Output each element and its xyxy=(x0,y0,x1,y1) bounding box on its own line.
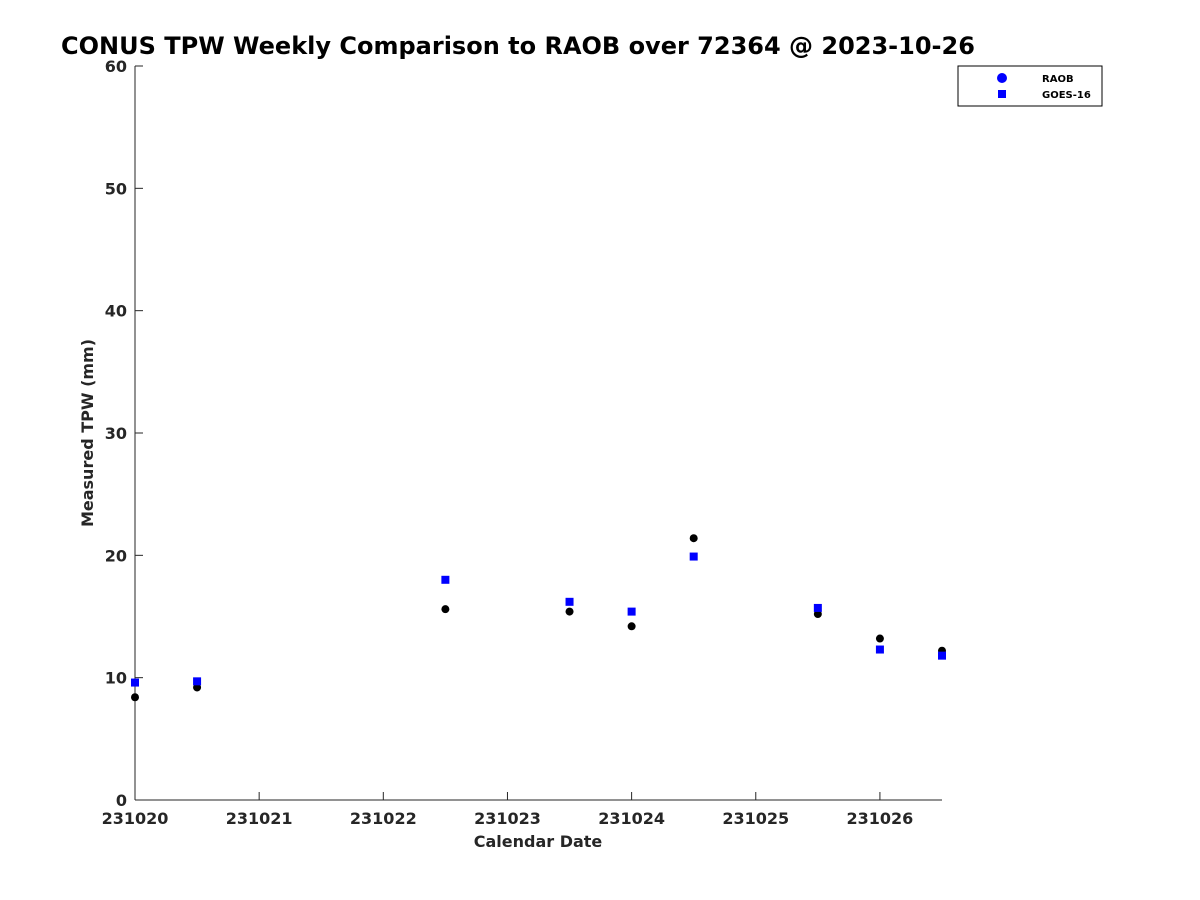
goes16-point xyxy=(689,552,698,561)
y-tick-label: 0 xyxy=(116,791,127,810)
goes16-point xyxy=(813,603,822,612)
x-tick-label: 231024 xyxy=(598,809,665,828)
y-tick-label: 20 xyxy=(105,546,127,565)
raob-point xyxy=(193,683,202,692)
goes16-point xyxy=(875,645,884,654)
axes xyxy=(134,66,942,801)
goes16-point xyxy=(938,651,946,660)
legend: RAOB GOES-16 xyxy=(957,65,1103,107)
goes16-point xyxy=(627,607,636,616)
x-tick-label: 231023 xyxy=(474,809,541,828)
x-tick-label: 231022 xyxy=(350,809,417,828)
x-tick-label: 231021 xyxy=(226,809,293,828)
raob-point xyxy=(627,622,636,631)
raob-point xyxy=(813,610,822,619)
raob-point xyxy=(875,634,884,643)
y-ticks: 0 10 20 30 40 50 60 xyxy=(105,57,143,810)
legend-goes16-label: GOES-16 xyxy=(1042,90,1091,101)
chart-title: CONUS TPW Weekly Comparison to RAOB over… xyxy=(61,32,975,60)
legend-raob-marker xyxy=(997,73,1007,83)
goes16-point xyxy=(565,597,574,606)
y-tick-label: 50 xyxy=(105,179,127,198)
y-tick-label: 30 xyxy=(105,424,127,443)
goes16-point xyxy=(131,678,139,687)
y-axis-label: Measured TPW (mm) xyxy=(78,339,97,527)
y-tick-label: 10 xyxy=(105,669,127,688)
goes16-point xyxy=(193,677,202,686)
raob-point xyxy=(441,605,450,614)
x-tick-label: 231026 xyxy=(847,809,914,828)
data-points xyxy=(131,534,946,702)
x-tick-label: 231025 xyxy=(722,809,789,828)
x-tick-label: 231020 xyxy=(102,809,169,828)
raob-point xyxy=(689,534,698,543)
legend-raob-label: RAOB xyxy=(1042,74,1074,85)
legend-goes16-marker xyxy=(998,90,1006,98)
y-tick-label: 40 xyxy=(105,302,127,321)
raob-point xyxy=(131,693,139,702)
x-ticks: 231020 231021 231022 231023 231024 231025 2310… xyxy=(102,792,914,828)
raob-point xyxy=(565,607,574,616)
legend-box xyxy=(957,65,1103,107)
y-tick-label: 60 xyxy=(105,57,127,76)
x-axis-label: Calendar Date xyxy=(474,832,603,851)
goes16-point xyxy=(441,575,450,584)
